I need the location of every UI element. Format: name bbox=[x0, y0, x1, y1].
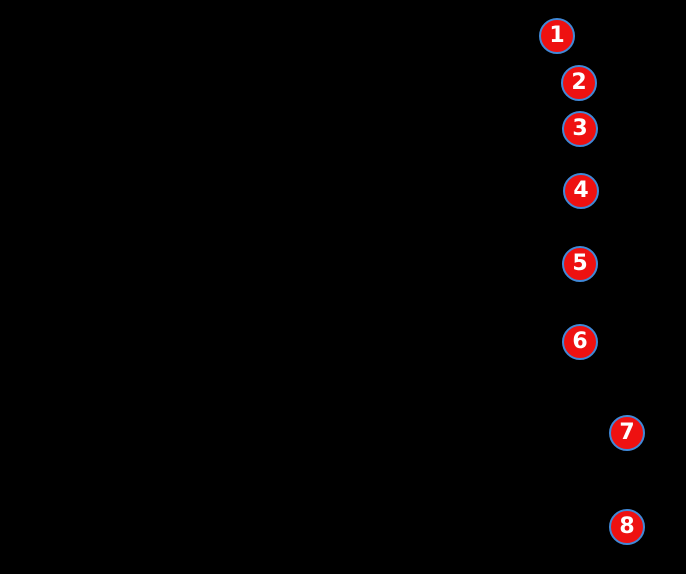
annotation-marker-3[interactable]: 3 bbox=[562, 111, 598, 147]
annotation-marker-1[interactable]: 1 bbox=[539, 18, 575, 54]
annotation-marker-4[interactable]: 4 bbox=[563, 173, 599, 209]
annotation-marker-2[interactable]: 2 bbox=[561, 65, 597, 101]
annotation-marker-5[interactable]: 5 bbox=[562, 246, 598, 282]
annotation-marker-8[interactable]: 8 bbox=[609, 509, 645, 545]
annotation-marker-6[interactable]: 6 bbox=[562, 324, 598, 360]
annotation-marker-7[interactable]: 7 bbox=[609, 415, 645, 451]
